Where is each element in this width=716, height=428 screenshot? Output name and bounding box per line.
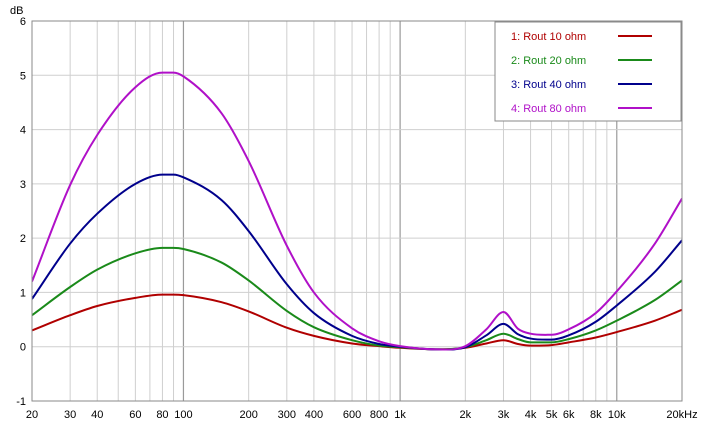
x-tick-label: 8k [590, 409, 602, 421]
legend: 1: Rout 10 ohm 2: Rout 20 ohm 3: Rout 40 o… [494, 21, 682, 122]
legend-box [494, 21, 682, 122]
x-tick-label: 200 [239, 409, 257, 421]
plot-frame [31, 20, 683, 402]
y-tick-label: 4 [20, 125, 26, 137]
x-tick-label: 400 [305, 409, 323, 421]
legend-label: 3: Rout 40 ohm [511, 79, 586, 91]
y-axis-unit: dB [10, 5, 23, 17]
y-tick-label: 5 [20, 70, 26, 82]
legend-label: 2: Rout 20 ohm [511, 55, 586, 67]
x-tick-label: 800 [370, 409, 388, 421]
y-tick-label: -1 [16, 396, 26, 408]
y-axis-ticks: 6 5 4 3 2 1 0 -1 [16, 16, 26, 408]
series-group [32, 71, 682, 351]
x-tick-label: 40 [91, 409, 103, 421]
x-tick-label: 300 [278, 409, 296, 421]
x-tick-label: 60 [129, 409, 141, 421]
x-tick-label: 6k [563, 409, 575, 421]
y-tick-label: 1 [20, 287, 26, 299]
x-tick-label: 10k [608, 409, 626, 421]
x-axis-ticks: 20 30 40 60 80 100 200 300 400 600 800 1k 2k 3k 4k 5k 6k… [26, 409, 698, 421]
y-tick-label: 3 [20, 179, 26, 191]
x-tick-label: 20 [26, 409, 38, 421]
x-tick-label: 4k [525, 409, 537, 421]
x-tick-label: 100 [174, 409, 192, 421]
legend-label: 4: Rout 80 ohm [511, 103, 586, 115]
y-tick-label: 2 [20, 233, 26, 245]
x-tick-label: 5k [546, 409, 558, 421]
x-tick-label: 1k [394, 409, 406, 421]
x-tick-label: 20kHz [666, 409, 697, 421]
legend-label: 1: Rout 10 ohm [511, 31, 586, 43]
x-tick-label: 600 [343, 409, 361, 421]
x-tick-label: 30 [64, 409, 76, 421]
series-line-4 [32, 71, 682, 351]
y-tick-label: 6 [20, 16, 26, 28]
x-tick-label: 3k [498, 409, 510, 421]
x-tick-label: 80 [156, 409, 168, 421]
x-tick-label: 2k [460, 409, 472, 421]
series-line-3 [32, 173, 682, 351]
y-tick-label: 0 [20, 342, 26, 354]
